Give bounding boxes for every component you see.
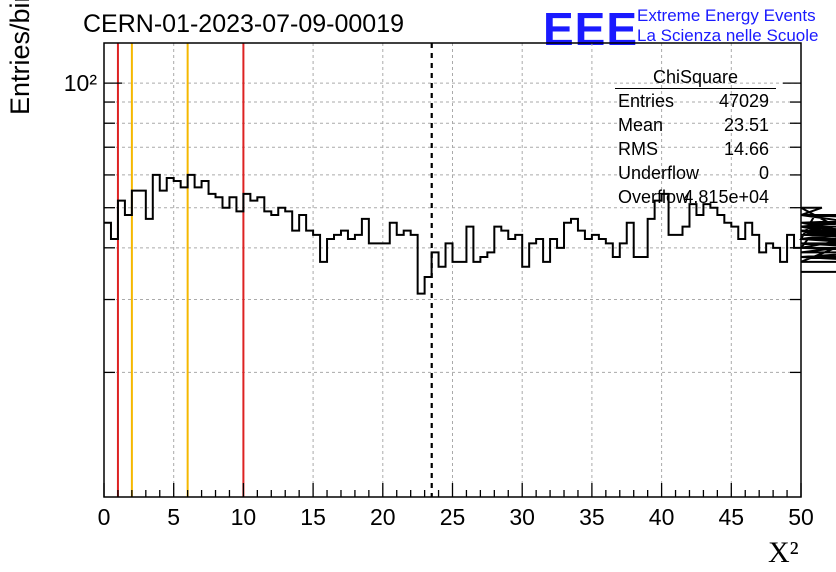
stats-label: Entries [618,91,675,111]
stats-row-underflow: Underflow 0 [611,161,780,185]
stats-value: 14.66 [723,139,769,159]
stats-value: 4.815e+04 [683,187,769,207]
stats-row-overflow: Overflow 4.815e+04 [611,185,780,209]
x-tick-label: 15 [300,504,326,530]
stats-label: Underflow [618,163,700,183]
stats-value: 47029 [718,91,769,111]
y-tick-label: 10² [64,70,98,96]
x-tick-label: 45 [719,504,745,530]
stats-row-rms: RMS 14.66 [611,137,780,161]
stats-row-mean: Mean 23.51 [611,113,780,137]
stats-row-entries: Entries 47029 [611,89,780,113]
stats-label: RMS [618,139,658,159]
stats-value: 23.51 [723,115,769,135]
x-tick-label: 0 [98,504,111,530]
stats-value: 0 [758,163,769,183]
histogram-step-line [104,173,836,295]
x-tick-label: 40 [649,504,675,530]
stats-box: ChiSquare Entries 47029 Mean 23.51 RMS 1… [611,66,780,209]
x-tick-label: 10 [231,504,257,530]
stats-label: Mean [618,115,664,135]
grid-lines [104,43,801,497]
x-tick-label: 5 [167,504,180,530]
logo-text-line2: La Scienza nelle Scuole [637,26,819,45]
logo-text-line1: Extreme Energy Events [637,6,816,25]
marker-lines [116,43,433,497]
axis-ticks: 0 5 10 15 20 25 30 35 40 45 50 10² [64,70,814,530]
x-tick-label: 35 [579,504,605,530]
stats-label: Overflow [618,187,690,207]
x-axis-label: X² [768,536,799,569]
x-tick-label: 50 [788,504,814,530]
stats-title: ChiSquare [615,66,776,89]
x-tick-label: 20 [370,504,396,530]
histogram-title: CERN-01-2023-07-09-00019 [83,10,405,38]
x-tick-label: 25 [440,504,466,530]
x-tick-label: 30 [509,504,535,530]
eee-logo-mark: EEE [543,3,639,55]
